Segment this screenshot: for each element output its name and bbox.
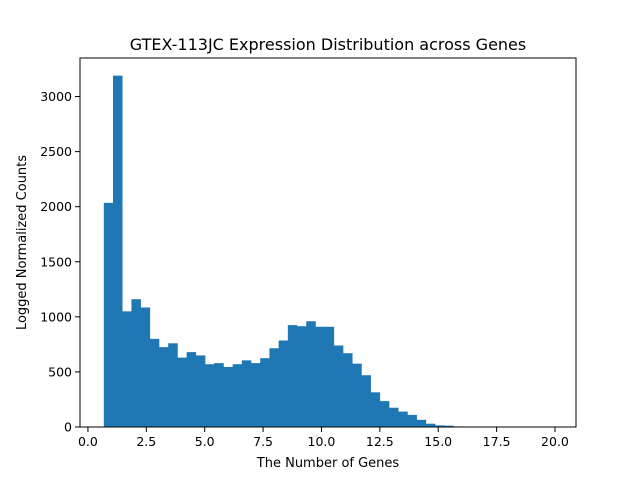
- plot-frame: [79, 57, 577, 428]
- x-tick-label: 7.5: [253, 434, 273, 449]
- histogram-bar: [205, 364, 215, 427]
- x-tick-label: 2.5: [136, 434, 156, 449]
- x-tick-label: 17.5: [483, 434, 511, 449]
- histogram-bar: [306, 321, 316, 427]
- histogram-bar: [343, 353, 353, 427]
- histogram-bar: [103, 202, 114, 427]
- histogram-bar: [379, 401, 390, 427]
- x-axis-label: The Number of Genes: [256, 456, 400, 471]
- histogram-bar: [398, 411, 408, 427]
- histogram-bar: [287, 325, 298, 427]
- histogram-bar: [177, 357, 187, 427]
- histogram-bar: [131, 299, 141, 427]
- histogram-bar: [315, 326, 325, 427]
- histogram-bar: [278, 340, 289, 427]
- histogram-bar: [352, 363, 362, 427]
- histogram-bar: [122, 311, 132, 427]
- histogram-bar: [444, 425, 454, 427]
- y-tick-label: 1000: [40, 309, 72, 324]
- histogram-bar: [361, 375, 371, 427]
- x-axis-ticks: 0.0 2.5 5.0 7.5 10.0 12.5 15.0 17.5 20.0: [78, 427, 569, 449]
- x-tick-label: 20.0: [541, 434, 569, 449]
- y-tick-label: 1500: [40, 254, 72, 269]
- x-tick-label: 15.0: [424, 434, 452, 449]
- y-tick-label: 500: [48, 364, 72, 379]
- histogram-bar: [389, 407, 399, 427]
- histogram-bar: [333, 345, 344, 427]
- y-axis-label: Logged Normalized Counts: [15, 155, 30, 330]
- y-axis-ticks: 0 500 1000 1500 2000 2500 3000: [40, 89, 80, 435]
- histogram-bar: [140, 307, 151, 427]
- x-tick-label: 10.0: [308, 434, 336, 449]
- x-tick-label: 5.0: [195, 434, 215, 449]
- histogram-bar: [324, 326, 335, 427]
- histogram-bar: [168, 343, 178, 427]
- histogram-bar: [435, 425, 445, 427]
- histogram-bar: [214, 363, 224, 427]
- histogram-bar: [159, 347, 169, 427]
- y-tick-label: 2000: [40, 199, 72, 214]
- histogram-bar: [195, 355, 206, 427]
- y-tick-label: 2500: [40, 144, 72, 159]
- histogram-bar: [241, 360, 252, 427]
- histogram-bar: [113, 75, 123, 428]
- histogram-bar: [186, 352, 197, 427]
- histogram-bar: [297, 326, 307, 427]
- histogram-bar: [232, 364, 243, 427]
- histogram-bar: [149, 338, 160, 427]
- histogram-bar: [260, 358, 270, 427]
- x-tick-label: 0.0: [78, 434, 98, 449]
- x-tick-label: 12.5: [366, 434, 394, 449]
- histogram-bar: [269, 348, 279, 427]
- histogram-bar: [407, 414, 417, 427]
- histogram-bar: [223, 366, 233, 427]
- histogram-bar: [425, 423, 436, 427]
- y-tick-label: 3000: [40, 89, 72, 104]
- histogram-bar: [251, 363, 261, 427]
- chart-title: GTEX-113JC Expression Distribution acros…: [130, 35, 526, 54]
- histogram-bar: [416, 419, 427, 427]
- histogram-bar: [370, 392, 381, 427]
- histogram-bars: [103, 75, 565, 428]
- y-tick-label: 0: [64, 420, 72, 435]
